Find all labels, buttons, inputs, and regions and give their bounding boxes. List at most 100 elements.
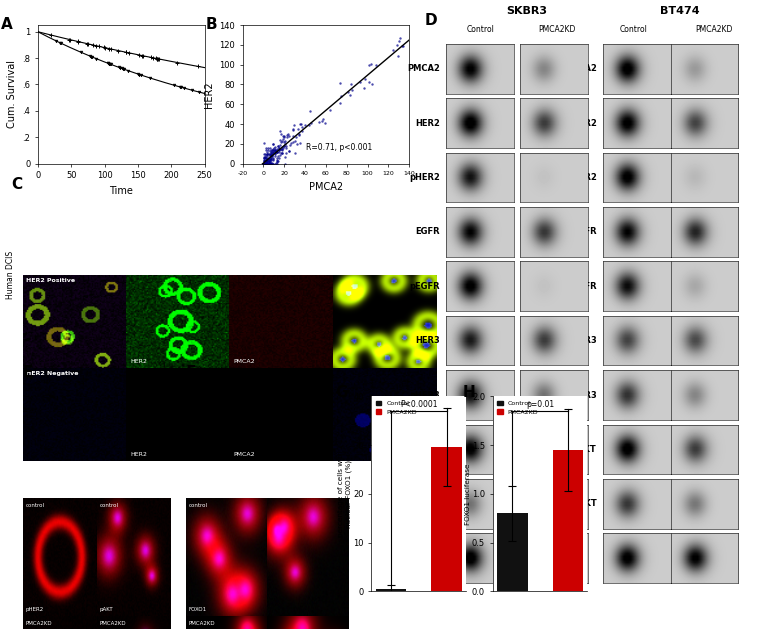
Point: [293, 129, 305, 139]
Point: [279, 136, 291, 146]
Point: [265, 150, 277, 160]
Point: [264, 157, 276, 167]
Point: [259, 159, 271, 169]
Y-axis label: Cum. Survival: Cum. Survival: [7, 60, 17, 128]
Point: [354, 77, 366, 87]
Point: [263, 157, 275, 167]
Text: AKT: AKT: [578, 445, 597, 454]
Point: [266, 158, 278, 168]
Point: [263, 154, 275, 164]
Point: [259, 159, 271, 169]
Point: [261, 147, 273, 157]
Point: [260, 158, 272, 168]
Point: [273, 147, 285, 157]
Text: EGFR: EGFR: [415, 228, 440, 237]
Point: [262, 150, 274, 160]
Y-axis label: HER2: HER2: [204, 81, 214, 108]
Point: [272, 151, 284, 161]
Point: [266, 150, 278, 160]
Point: [258, 138, 271, 148]
Point: [363, 60, 375, 70]
Point: [258, 159, 271, 169]
Point: [287, 131, 299, 141]
Point: [277, 136, 290, 147]
Point: [394, 33, 406, 43]
Point: [265, 143, 277, 153]
Point: [293, 125, 305, 135]
Point: [268, 155, 280, 165]
Point: [258, 159, 270, 169]
Point: [260, 157, 272, 167]
Point: [391, 40, 403, 50]
Point: [371, 60, 383, 70]
Point: [261, 155, 273, 165]
Point: [263, 149, 275, 159]
Point: [264, 155, 276, 165]
Point: [262, 158, 274, 168]
Text: control: control: [189, 503, 208, 508]
Point: [265, 145, 277, 155]
Text: pHER2: pHER2: [566, 173, 597, 182]
Point: [260, 157, 272, 167]
Point: [260, 155, 272, 165]
Point: [299, 120, 312, 130]
Text: G: G: [335, 384, 348, 399]
Point: [274, 140, 287, 150]
Point: [283, 147, 296, 157]
Point: [305, 118, 317, 128]
Point: [263, 159, 275, 169]
Bar: [553, 450, 583, 591]
Point: [263, 159, 275, 169]
Point: [264, 159, 276, 169]
Point: [277, 143, 290, 153]
Point: [280, 152, 292, 162]
Point: [265, 146, 277, 156]
Text: P<0.0001: P<0.0001: [400, 400, 437, 409]
Point: [258, 155, 270, 165]
Point: [261, 159, 273, 169]
Text: HER2 Positive: HER2 Positive: [26, 278, 75, 283]
Point: [265, 147, 277, 157]
Point: [258, 159, 270, 169]
Text: β-actin: β-actin: [407, 554, 440, 563]
Point: [335, 91, 347, 101]
Text: Control: Control: [466, 25, 494, 34]
Point: [262, 159, 274, 169]
Point: [276, 148, 288, 158]
Text: pHER2: pHER2: [26, 607, 44, 611]
Point: [259, 143, 271, 153]
Point: [265, 159, 277, 169]
Point: [259, 152, 271, 162]
Point: [261, 157, 273, 167]
Point: [258, 159, 270, 169]
Text: HER2: HER2: [130, 452, 147, 457]
Text: pEGFR: pEGFR: [566, 282, 597, 291]
Point: [262, 155, 274, 165]
Text: AKT: AKT: [421, 445, 440, 454]
Point: [387, 45, 399, 55]
Point: [265, 154, 277, 164]
Text: Human DCIS: Human DCIS: [6, 251, 15, 299]
Point: [258, 152, 270, 162]
Text: pAKT: pAKT: [572, 499, 597, 508]
Point: [266, 147, 278, 157]
Point: [265, 151, 277, 161]
Point: [262, 153, 274, 163]
Point: [296, 121, 309, 131]
Point: [265, 153, 277, 164]
Point: [274, 135, 287, 145]
Point: [269, 159, 281, 169]
Point: [269, 146, 281, 156]
Point: [291, 140, 303, 150]
Point: [265, 159, 277, 169]
Point: [271, 147, 283, 157]
Point: [265, 145, 277, 155]
Text: HER2: HER2: [415, 119, 440, 128]
Point: [268, 145, 280, 155]
Point: [273, 143, 285, 153]
Point: [259, 159, 271, 169]
Point: [271, 147, 283, 157]
Point: [259, 159, 271, 169]
Point: [274, 126, 287, 136]
Point: [393, 36, 405, 46]
